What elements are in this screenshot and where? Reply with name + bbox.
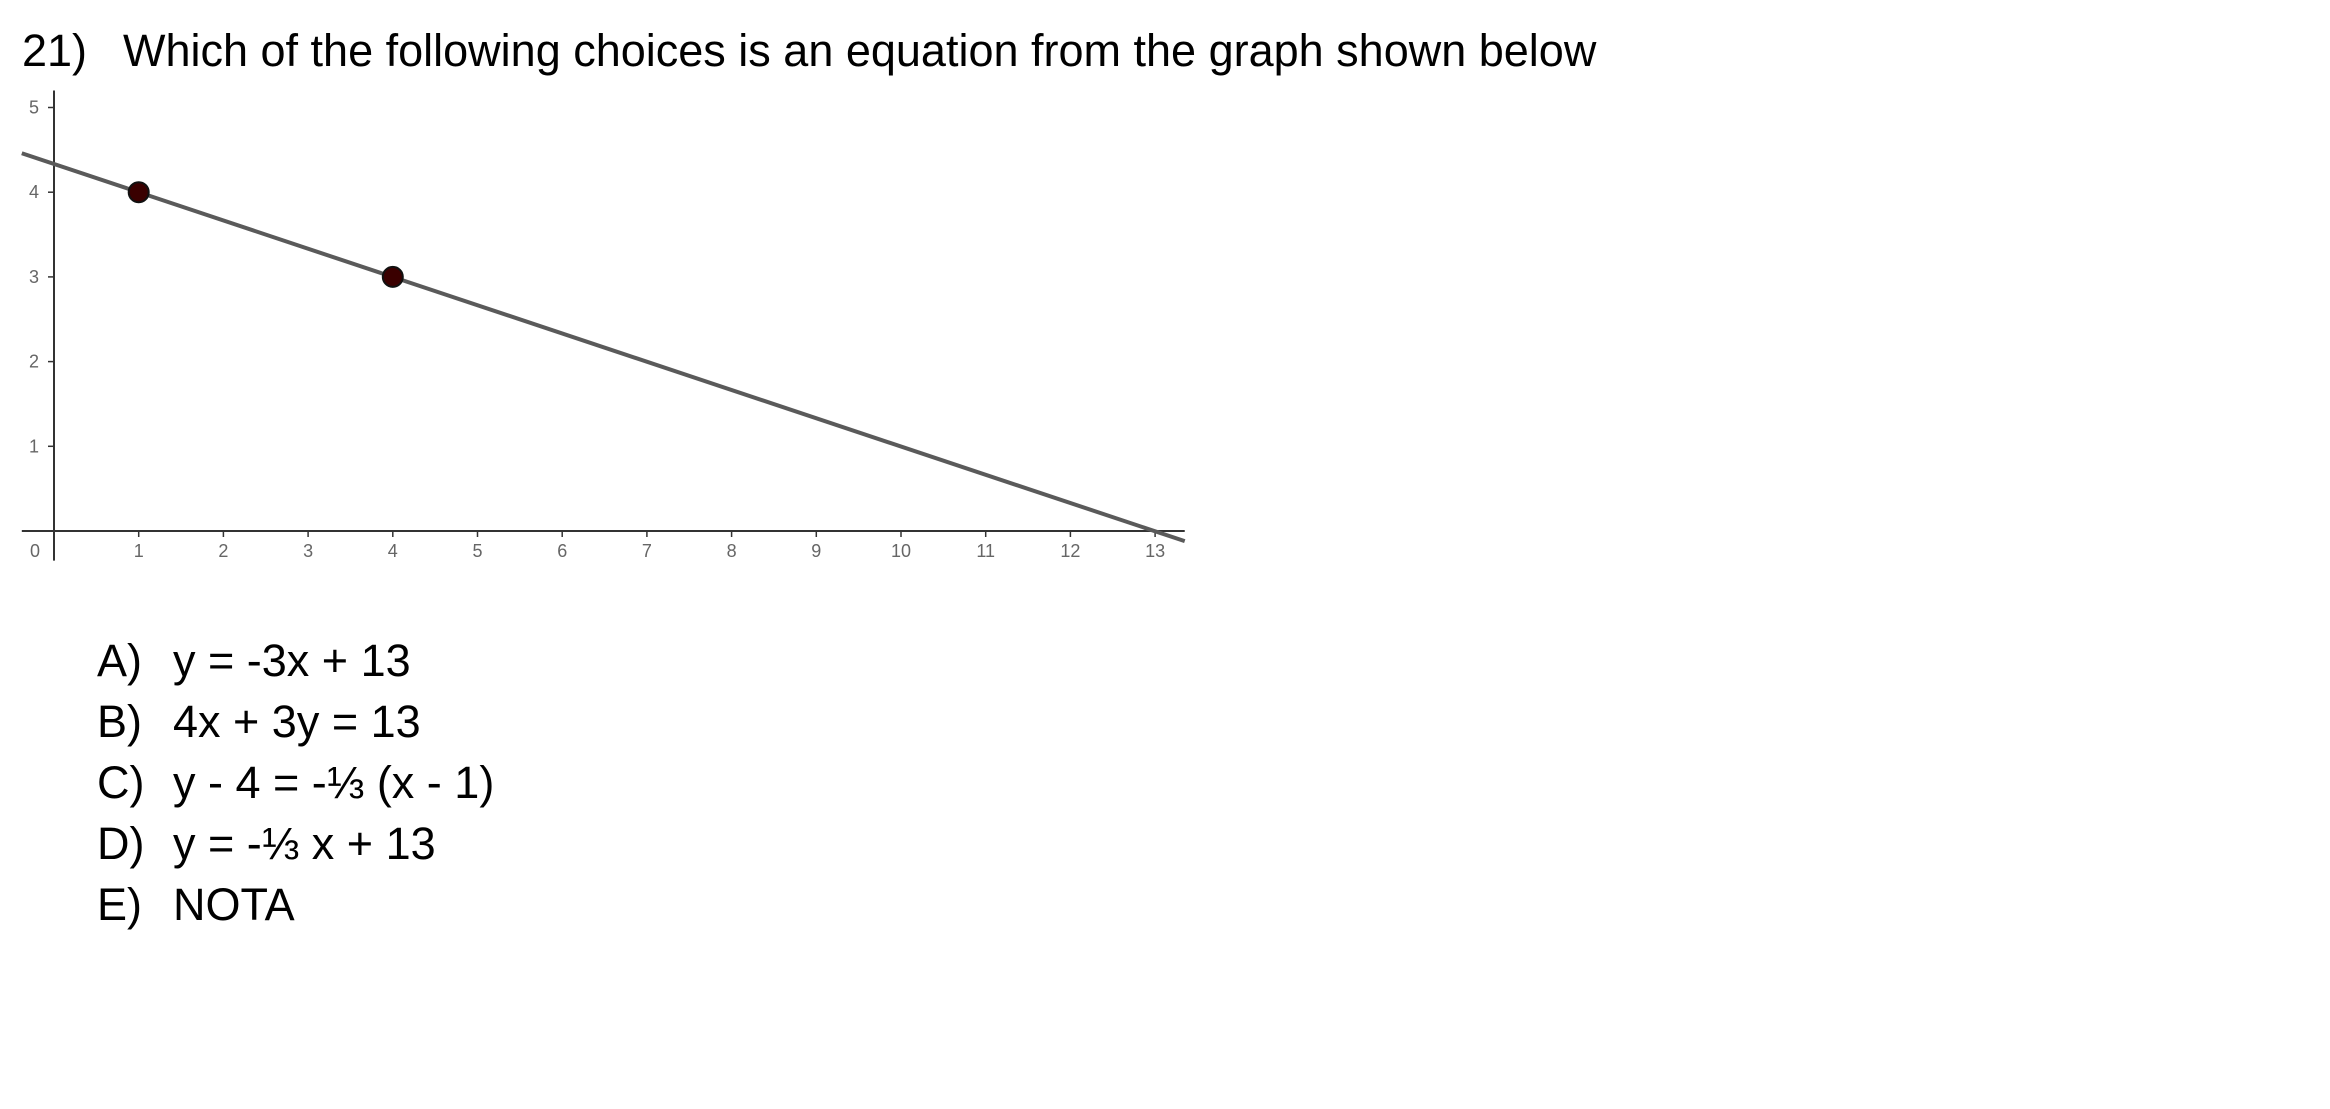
choice-b[interactable]: B) 4x + 3y = 13 <box>97 691 494 752</box>
graph-points <box>127 181 404 288</box>
x-tick-label: 12 <box>1060 541 1080 561</box>
x-tick-label: 10 <box>891 541 911 561</box>
choice-b-text: 4x + 3y = 13 <box>173 696 421 747</box>
question-number: 21) <box>22 25 88 76</box>
data-point <box>381 265 404 288</box>
answer-choices: A) y = -3x + 13 B) 4x + 3y = 13 C) y - 4 = … <box>97 630 494 935</box>
choice-b-letter: B) <box>97 696 142 747</box>
x-tick-label: 0 <box>30 541 40 561</box>
choice-a-letter: A) <box>97 635 142 686</box>
graph-line <box>21 151 1186 544</box>
y-tick-label: 2 <box>29 352 39 372</box>
y-tick-label: 5 <box>29 98 39 118</box>
choice-c[interactable]: C) y - 4 = -⅓ (x - 1) <box>97 752 494 813</box>
x-tick-label: 13 <box>1145 541 1165 561</box>
choice-a-text: y = -3x + 13 <box>173 635 411 686</box>
x-tick-label: 3 <box>303 541 313 561</box>
x-ticks: 0 1 2 3 4 5 6 7 8 9 10 11 12 13 <box>30 531 1165 561</box>
x-tick-label: 2 <box>218 541 228 561</box>
choice-e-text: NOTA <box>173 879 295 930</box>
question-text: Which of the following choices is an equ… <box>123 25 1597 76</box>
y-tick-label: 1 <box>29 436 39 456</box>
y-tick-label: 4 <box>29 182 39 202</box>
x-tick-label: 5 <box>472 541 482 561</box>
x-tick-label: 4 <box>388 541 398 561</box>
x-tick-label: 11 <box>976 541 995 561</box>
x-tick-label: 7 <box>642 541 652 561</box>
choice-d-text: y = -⅓ x + 13 <box>173 818 436 869</box>
question-prompt: 21) Which of the following choices is an … <box>22 28 1596 73</box>
choice-a[interactable]: A) y = -3x + 13 <box>97 630 494 691</box>
data-point <box>127 181 150 204</box>
choice-c-letter: C) <box>97 757 145 808</box>
choice-e-letter: E) <box>97 879 142 930</box>
x-tick-label: 9 <box>811 541 821 561</box>
y-tick-label: 3 <box>29 267 39 287</box>
x-tick-label: 6 <box>557 541 567 561</box>
choice-d-letter: D) <box>97 818 145 869</box>
x-tick-label: 1 <box>134 541 144 561</box>
choice-c-text: y - 4 = -⅓ (x - 1) <box>173 757 495 808</box>
y-ticks: 1 2 3 4 5 <box>29 98 54 456</box>
choice-d[interactable]: D) y = -⅓ x + 13 <box>97 813 494 874</box>
choice-e[interactable]: E) NOTA <box>97 874 494 935</box>
x-tick-label: 8 <box>727 541 737 561</box>
